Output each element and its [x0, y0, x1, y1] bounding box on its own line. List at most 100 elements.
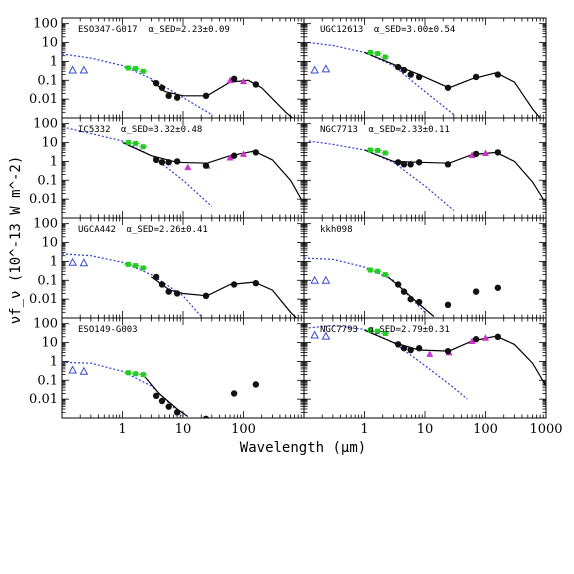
- iras-point: [226, 76, 234, 84]
- x-tick-label: 1000: [529, 422, 562, 437]
- nir-point: [133, 371, 139, 377]
- mir-point: [202, 292, 210, 300]
- stellar-model-line: [304, 257, 426, 313]
- stellar-model-line: [66, 127, 213, 208]
- mir-point: [400, 66, 408, 74]
- nir-point: [375, 147, 381, 153]
- dust-model-line: [384, 274, 435, 317]
- stellar-model-line: [308, 41, 455, 116]
- panel-ic5332: IC5332 α_SED=3.32±0.48: [61, 117, 305, 219]
- nir-point: [140, 144, 146, 150]
- mir-point: [494, 284, 502, 291]
- mir-point: [494, 149, 502, 156]
- uv-point: [79, 258, 89, 267]
- panel-alpha-sed: α_SED=2.33±0.11: [369, 125, 450, 135]
- mir-point: [394, 159, 402, 166]
- mir-point: [165, 403, 172, 410]
- panel-galaxy-name: UGCA442: [78, 225, 116, 235]
- nir-point: [375, 268, 381, 274]
- nir-point: [133, 66, 139, 72]
- x-axis-title: Wavelength (μm): [240, 440, 366, 456]
- panel-galaxy-name: ESO347-G017: [78, 25, 138, 35]
- uv-point: [79, 366, 89, 375]
- x-tick-label: 1: [118, 422, 126, 437]
- y-tick-label: 0.1: [37, 373, 58, 388]
- uv-point: [79, 65, 89, 74]
- panel-plot-area: [304, 257, 502, 317]
- panel-ngc7713: NGC7713 α_SED=2.33±0.11: [303, 117, 547, 219]
- mir-point: [165, 288, 172, 295]
- iras-point: [240, 77, 247, 85]
- mir-point: [407, 71, 414, 78]
- mir-point: [152, 392, 160, 400]
- stellar-model-line: [62, 361, 184, 417]
- y-axis-title: νf_ν (10^-13 W m^-2): [8, 156, 24, 325]
- nir-point: [125, 261, 131, 267]
- mir-point: [407, 161, 414, 168]
- x-tick-label: 10: [417, 422, 434, 437]
- nir-point: [140, 68, 146, 74]
- uv-point: [310, 330, 319, 339]
- y-tick-label: 1: [50, 354, 58, 369]
- uv-point: [310, 275, 319, 284]
- mir-point: [173, 94, 181, 101]
- x-tick-label: 10: [175, 422, 192, 437]
- y-tick-label: 10: [41, 236, 58, 251]
- panel-alpha-sed: α_SED=2.79±0.31: [369, 325, 450, 335]
- nir-point: [382, 272, 388, 278]
- y-tick-label: 10: [41, 36, 58, 51]
- y-tick-label: 0.01: [29, 92, 58, 107]
- panel-plot-area: [308, 41, 541, 118]
- nir-point: [367, 147, 373, 153]
- mir-point: [202, 92, 210, 100]
- y-tick-label: 0.01: [29, 292, 58, 307]
- mir-point: [173, 290, 181, 297]
- panel-plot-area: [308, 140, 544, 211]
- mir-point: [444, 161, 452, 168]
- panel-alpha-sed: α_SED=3.00±0.54: [374, 25, 455, 35]
- nir-point: [125, 65, 131, 71]
- y-tick-label: 100: [33, 217, 58, 232]
- panel-galaxy-name: ESO149-G003: [78, 325, 138, 335]
- panel-plot-area: [62, 253, 298, 318]
- nir-point: [125, 140, 131, 146]
- mir-point: [202, 415, 210, 418]
- dust-model-line: [151, 79, 294, 118]
- y-tick-label: 0.01: [29, 192, 58, 207]
- x-tick-label: 100: [473, 422, 498, 437]
- iras-point: [226, 154, 234, 161]
- dust-model-line: [142, 374, 189, 417]
- mir-point: [202, 162, 210, 169]
- mir-point: [152, 273, 160, 281]
- y-tick-label: 100: [33, 17, 58, 32]
- iras-point: [184, 163, 192, 171]
- panel-galaxy-name: UGC12613: [320, 25, 363, 35]
- y-tick-label: 10: [41, 136, 58, 151]
- dust-model-line: [364, 51, 541, 118]
- mir-point: [415, 345, 423, 352]
- mir-point: [400, 161, 408, 168]
- mir-point: [444, 347, 452, 355]
- nir-point: [375, 328, 381, 334]
- mir-point: [152, 79, 160, 87]
- iras-point: [482, 334, 489, 341]
- nir-point: [133, 263, 139, 269]
- mir-point: [173, 158, 181, 165]
- panel-plot-area: [62, 53, 294, 118]
- uv-point: [321, 331, 331, 340]
- iras-point: [482, 149, 489, 156]
- dust-model-line: [364, 149, 544, 200]
- stellar-model-line: [308, 140, 455, 211]
- stellar-model-line: [62, 53, 213, 116]
- y-tick-label: 0.1: [37, 73, 58, 88]
- panel-plot-area: [66, 127, 302, 208]
- mir-point: [165, 159, 172, 166]
- nir-point: [140, 265, 146, 271]
- mir-point: [400, 288, 408, 295]
- mir-point: [415, 159, 423, 166]
- uv-point: [310, 65, 319, 74]
- dust-model-line: [364, 329, 546, 387]
- y-tick-label: 0.1: [37, 273, 58, 288]
- mir-point: [472, 336, 480, 343]
- panel-kkh098: kkh098: [303, 217, 547, 319]
